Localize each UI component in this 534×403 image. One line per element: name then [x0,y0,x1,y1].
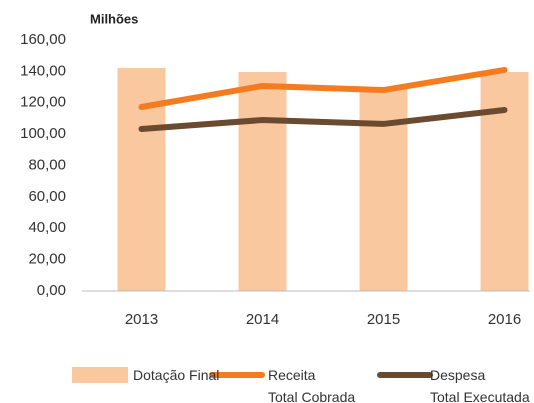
x-tick-label: 2016 [488,311,521,328]
y-tick-label: 120,00 [20,94,66,111]
legend-swatch [72,367,128,383]
legend-label: Despesa Total Executada [430,367,530,403]
bar [359,87,408,291]
y-tick-label: 160,00 [20,31,66,48]
x-tick-label: 2015 [367,311,400,328]
bar [480,72,529,291]
y-tick-label: 100,00 [20,125,66,142]
line [138,66,508,110]
x-tick-label: 2013 [125,311,158,328]
y-tick-label: 20,00 [28,251,66,268]
y-tick-label: 80,00 [28,156,66,173]
y-tick-label: 40,00 [28,219,66,236]
x-tick-label: 2014 [246,311,279,328]
line [138,106,508,132]
y-axis-label: Milhões [90,11,138,26]
bar [238,72,287,291]
y-tick-label: 140,00 [20,62,66,79]
legend-label: Receita Total Cobrada [268,367,356,403]
y-tick-label: 0,00 [37,282,66,299]
legend-label: Dotação Final [133,367,220,383]
y-tick-label: 60,00 [28,188,66,205]
